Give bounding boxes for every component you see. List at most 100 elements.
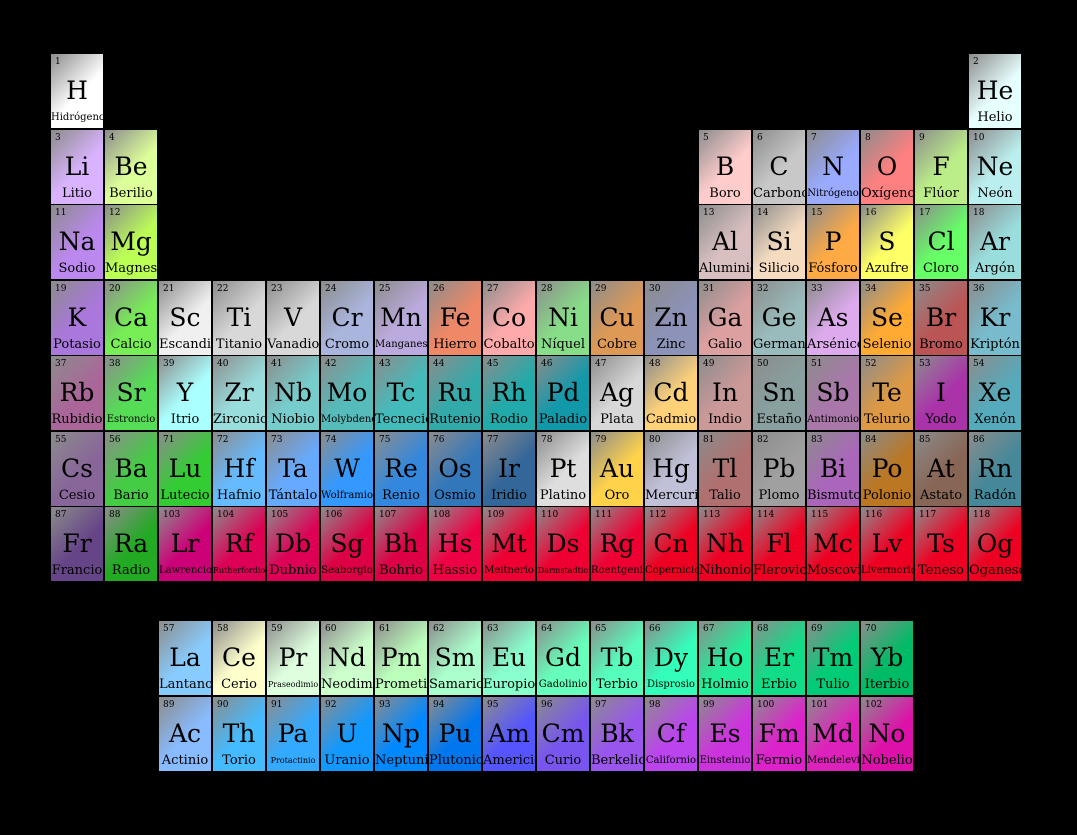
element-cell[interactable]: 73 Ta Tántalo [266, 431, 320, 507]
element-cell[interactable]: 7 N Nitrógeno [806, 129, 860, 205]
element-cell[interactable]: 15 P Fósforo [806, 204, 860, 280]
element-cell[interactable]: 89 Ac Actinio [158, 696, 212, 772]
element-cell[interactable]: 96 Cm Curio [536, 696, 590, 772]
element-cell[interactable]: 90 Th Torio [212, 696, 266, 772]
element-cell[interactable]: 75 Re Renio [374, 431, 428, 507]
element-cell[interactable]: 25 Mn Manganeso [374, 280, 428, 356]
element-cell[interactable]: 47 Ag Plata [590, 355, 644, 431]
element-cell[interactable]: 63 Eu Europio [482, 620, 536, 696]
element-cell[interactable]: 6 C Carbono [752, 129, 806, 205]
element-cell[interactable]: 83 Bi Bismuto [806, 431, 860, 507]
element-cell[interactable]: 79 Au Oro [590, 431, 644, 507]
element-cell[interactable]: 105 Db Dubnio [266, 506, 320, 582]
element-cell[interactable]: 115 Mc Moscovio [806, 506, 860, 582]
element-cell[interactable]: 51 Sb Antimonio [806, 355, 860, 431]
element-cell[interactable]: 56 Ba Bario [104, 431, 158, 507]
element-cell[interactable]: 44 Ru Rutenio [428, 355, 482, 431]
element-cell[interactable]: 50 Sn Estaño [752, 355, 806, 431]
element-cell[interactable]: 52 Te Telurio [860, 355, 914, 431]
element-cell[interactable]: 94 Pu Plutonio [428, 696, 482, 772]
element-cell[interactable]: 9 F Flúor [914, 129, 968, 205]
element-cell[interactable]: 55 Cs Cesio [50, 431, 104, 507]
element-cell[interactable]: 107 Bh Bohrio [374, 506, 428, 582]
element-cell[interactable]: 8 O Oxígeno [860, 129, 914, 205]
element-cell[interactable]: 19 K Potasio [50, 280, 104, 356]
element-cell[interactable]: 60 Nd Neodimio [320, 620, 374, 696]
element-cell[interactable]: 20 Ca Calcio [104, 280, 158, 356]
element-cell[interactable]: 22 Ti Titanio [212, 280, 266, 356]
element-cell[interactable]: 16 S Azufre [860, 204, 914, 280]
element-cell[interactable]: 37 Rb Rubidio [50, 355, 104, 431]
element-cell[interactable]: 24 Cr Cromo [320, 280, 374, 356]
element-cell[interactable]: 49 In Indio [698, 355, 752, 431]
element-cell[interactable]: 71 Lu Lutecio [158, 431, 212, 507]
element-cell[interactable]: 84 Po Polonio [860, 431, 914, 507]
element-cell[interactable]: 42 Mo Molybdeno [320, 355, 374, 431]
element-cell[interactable]: 3 Li Litio [50, 129, 104, 205]
element-cell[interactable]: 108 Hs Hassio [428, 506, 482, 582]
element-cell[interactable]: 45 Rh Rodio [482, 355, 536, 431]
element-cell[interactable]: 33 As Arsénico [806, 280, 860, 356]
element-cell[interactable]: 57 La Lantano [158, 620, 212, 696]
element-cell[interactable]: 62 Sm Samario [428, 620, 482, 696]
element-cell[interactable]: 112 Cn Copernicio [644, 506, 698, 582]
element-cell[interactable]: 39 Y Itrio [158, 355, 212, 431]
element-cell[interactable]: 38 Sr Estroncio [104, 355, 158, 431]
element-cell[interactable]: 35 Br Bromo [914, 280, 968, 356]
element-cell[interactable]: 48 Cd Cadmio [644, 355, 698, 431]
element-cell[interactable]: 68 Er Erbio [752, 620, 806, 696]
element-cell[interactable]: 93 Np Neptunio [374, 696, 428, 772]
element-cell[interactable]: 11 Na Sodio [50, 204, 104, 280]
element-cell[interactable]: 100 Fm Fermio [752, 696, 806, 772]
element-cell[interactable]: 91 Pa Protactinio [266, 696, 320, 772]
element-cell[interactable]: 101 Md Mendelevio [806, 696, 860, 772]
element-cell[interactable]: 5 B Boro [698, 129, 752, 205]
element-cell[interactable]: 77 Ir Iridio [482, 431, 536, 507]
element-cell[interactable]: 40 Zr Zirconio [212, 355, 266, 431]
element-cell[interactable]: 88 Ra Radio [104, 506, 158, 582]
element-cell[interactable]: 104 Rf Rutherfordio [212, 506, 266, 582]
element-cell[interactable]: 69 Tm Tulio [806, 620, 860, 696]
element-cell[interactable]: 10 Ne Neón [968, 129, 1022, 205]
element-cell[interactable]: 97 Bk Berkelio [590, 696, 644, 772]
element-cell[interactable]: 80 Hg Mercurio [644, 431, 698, 507]
element-cell[interactable]: 64 Gd Gadolinio [536, 620, 590, 696]
element-cell[interactable]: 99 Es Einsteinio [698, 696, 752, 772]
element-cell[interactable]: 2 He Helio [968, 53, 1022, 129]
element-cell[interactable]: 113 Nh Nihonio [698, 506, 752, 582]
element-cell[interactable]: 74 W Wolframio [320, 431, 374, 507]
element-cell[interactable]: 85 At Astato [914, 431, 968, 507]
element-cell[interactable]: 82 Pb Plomo [752, 431, 806, 507]
element-cell[interactable]: 29 Cu Cobre [590, 280, 644, 356]
element-cell[interactable]: 76 Os Osmio [428, 431, 482, 507]
element-cell[interactable]: 43 Tc Tecnecio [374, 355, 428, 431]
element-cell[interactable]: 59 Pr Praseodimio [266, 620, 320, 696]
element-cell[interactable]: 28 Ni Níquel [536, 280, 590, 356]
element-cell[interactable]: 70 Yb Iterbio [860, 620, 914, 696]
element-cell[interactable]: 61 Pm Prometio [374, 620, 428, 696]
element-cell[interactable]: 27 Co Cobalto [482, 280, 536, 356]
element-cell[interactable]: 117 Ts Teneso [914, 506, 968, 582]
element-cell[interactable]: 1 H Hidrógeno [50, 53, 104, 129]
element-cell[interactable]: 13 Al Aluminio [698, 204, 752, 280]
element-cell[interactable]: 30 Zn Zinc [644, 280, 698, 356]
element-cell[interactable]: 111 Rg Roentgenio [590, 506, 644, 582]
element-cell[interactable]: 36 Kr Kriptón [968, 280, 1022, 356]
element-cell[interactable]: 34 Se Selenio [860, 280, 914, 356]
element-cell[interactable]: 31 Ga Galio [698, 280, 752, 356]
element-cell[interactable]: 14 Si Silicio [752, 204, 806, 280]
element-cell[interactable]: 12 Mg Magnesio [104, 204, 158, 280]
element-cell[interactable]: 4 Be Berilio [104, 129, 158, 205]
element-cell[interactable]: 23 V Vanadio [266, 280, 320, 356]
element-cell[interactable]: 41 Nb Niobio [266, 355, 320, 431]
element-cell[interactable]: 21 Sc Escandio [158, 280, 212, 356]
element-cell[interactable]: 106 Sg Seaborgio [320, 506, 374, 582]
element-cell[interactable]: 86 Rn Radón [968, 431, 1022, 507]
element-cell[interactable]: 116 Lv Livermorio [860, 506, 914, 582]
element-cell[interactable]: 17 Cl Cloro [914, 204, 968, 280]
element-cell[interactable]: 118 Og Oganesón [968, 506, 1022, 582]
element-cell[interactable]: 95 Am Americio [482, 696, 536, 772]
element-cell[interactable]: 53 I Yodo [914, 355, 968, 431]
element-cell[interactable]: 32 Ge Germanio [752, 280, 806, 356]
element-cell[interactable]: 72 Hf Hafnio [212, 431, 266, 507]
